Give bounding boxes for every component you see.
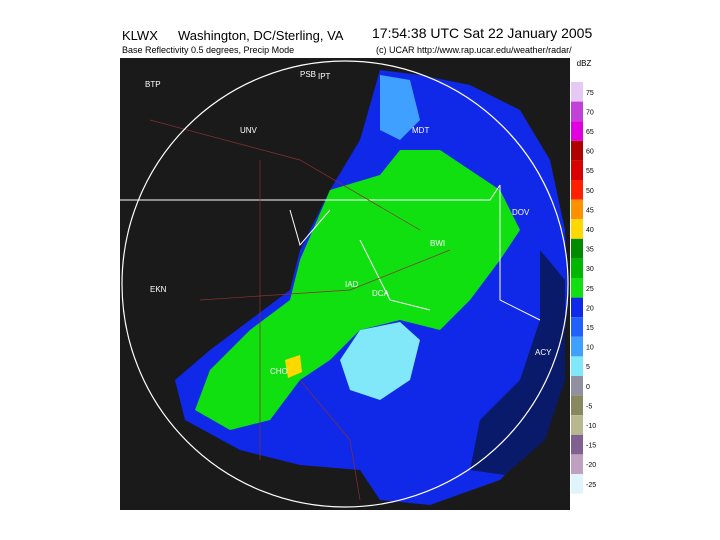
legend-label: 0 [586,384,590,391]
credit: (c) UCAR http://www.rap.ucar.edu/weather… [376,45,572,55]
legend-label: 10 [586,345,594,352]
station-label: DCA [372,289,390,298]
legend-label: 40 [586,227,594,234]
station-label: ACY [535,348,552,357]
echo-cyan [340,322,420,400]
legend-swatch [571,434,583,455]
echo-light [380,75,420,140]
legend-swatch [571,454,583,474]
legend-swatch [571,180,583,200]
station-label: CHO [270,367,288,376]
legend-swatch [571,376,583,396]
range-ring [121,60,569,508]
legend-swatch [571,82,583,102]
echo-yellow [285,355,302,378]
legend-swatch [571,140,583,161]
radar-echoes [175,70,568,505]
station-label: BWI [430,239,445,248]
legend-label: 65 [586,129,594,136]
legend-swatch [571,101,583,122]
legend-swatch [571,219,583,239]
product: Base Reflectivity 0.5 degrees, Precip Mo… [122,45,295,55]
legend-swatch [571,238,583,259]
legend-label: -25 [586,482,596,489]
legend-label: 45 [586,207,594,214]
legend-label: 5 [586,364,590,371]
legend-label: 25 [586,286,594,293]
station-label: DOV [512,208,530,217]
legend-label: -15 [586,443,596,450]
roads [149,119,451,501]
legend-label: 60 [586,149,594,156]
legend-label: 35 [586,247,594,254]
station-label: EKN [150,285,167,294]
station-label: PSB [300,70,316,79]
station-label: BTP [145,80,161,89]
legend-swatch [571,336,583,357]
station-label: UNV [240,126,258,135]
station-label: IAD [345,280,359,289]
legend-label: 20 [586,305,594,312]
station: KLWX [122,28,158,43]
legend-label: 70 [586,109,594,116]
legend-label: -20 [586,462,596,469]
legend-swatch [571,395,583,416]
echo-dark [470,250,565,475]
legend-label: -10 [586,423,596,430]
legend-label: 15 [586,325,594,332]
legend-swatch [571,160,583,180]
legend-label: 75 [586,90,594,97]
legend-swatch [571,356,583,376]
legend-swatch [571,199,583,220]
legend-swatch [571,474,583,494]
state-lines [120,184,541,321]
station-label: IPT [318,72,331,81]
timestamp: 17:54:38 UTC Sat 22 January 2005 [372,25,593,41]
legend-swatch [571,297,583,318]
legend-swatch [571,121,583,141]
station-label: MDT [412,126,429,135]
echo-green [195,150,520,430]
legend-label: 50 [586,188,594,195]
legend-swatch [571,278,583,298]
legend-label: 30 [586,266,594,273]
legend-swatch [571,317,583,337]
legend-swatch [571,415,583,435]
legend-swatch [571,258,583,278]
legend-label: -5 [586,403,592,410]
legend-label: 55 [586,168,594,175]
legend-unit: dBZ [577,59,592,68]
location: Washington, DC/Sterling, VA [178,28,344,43]
